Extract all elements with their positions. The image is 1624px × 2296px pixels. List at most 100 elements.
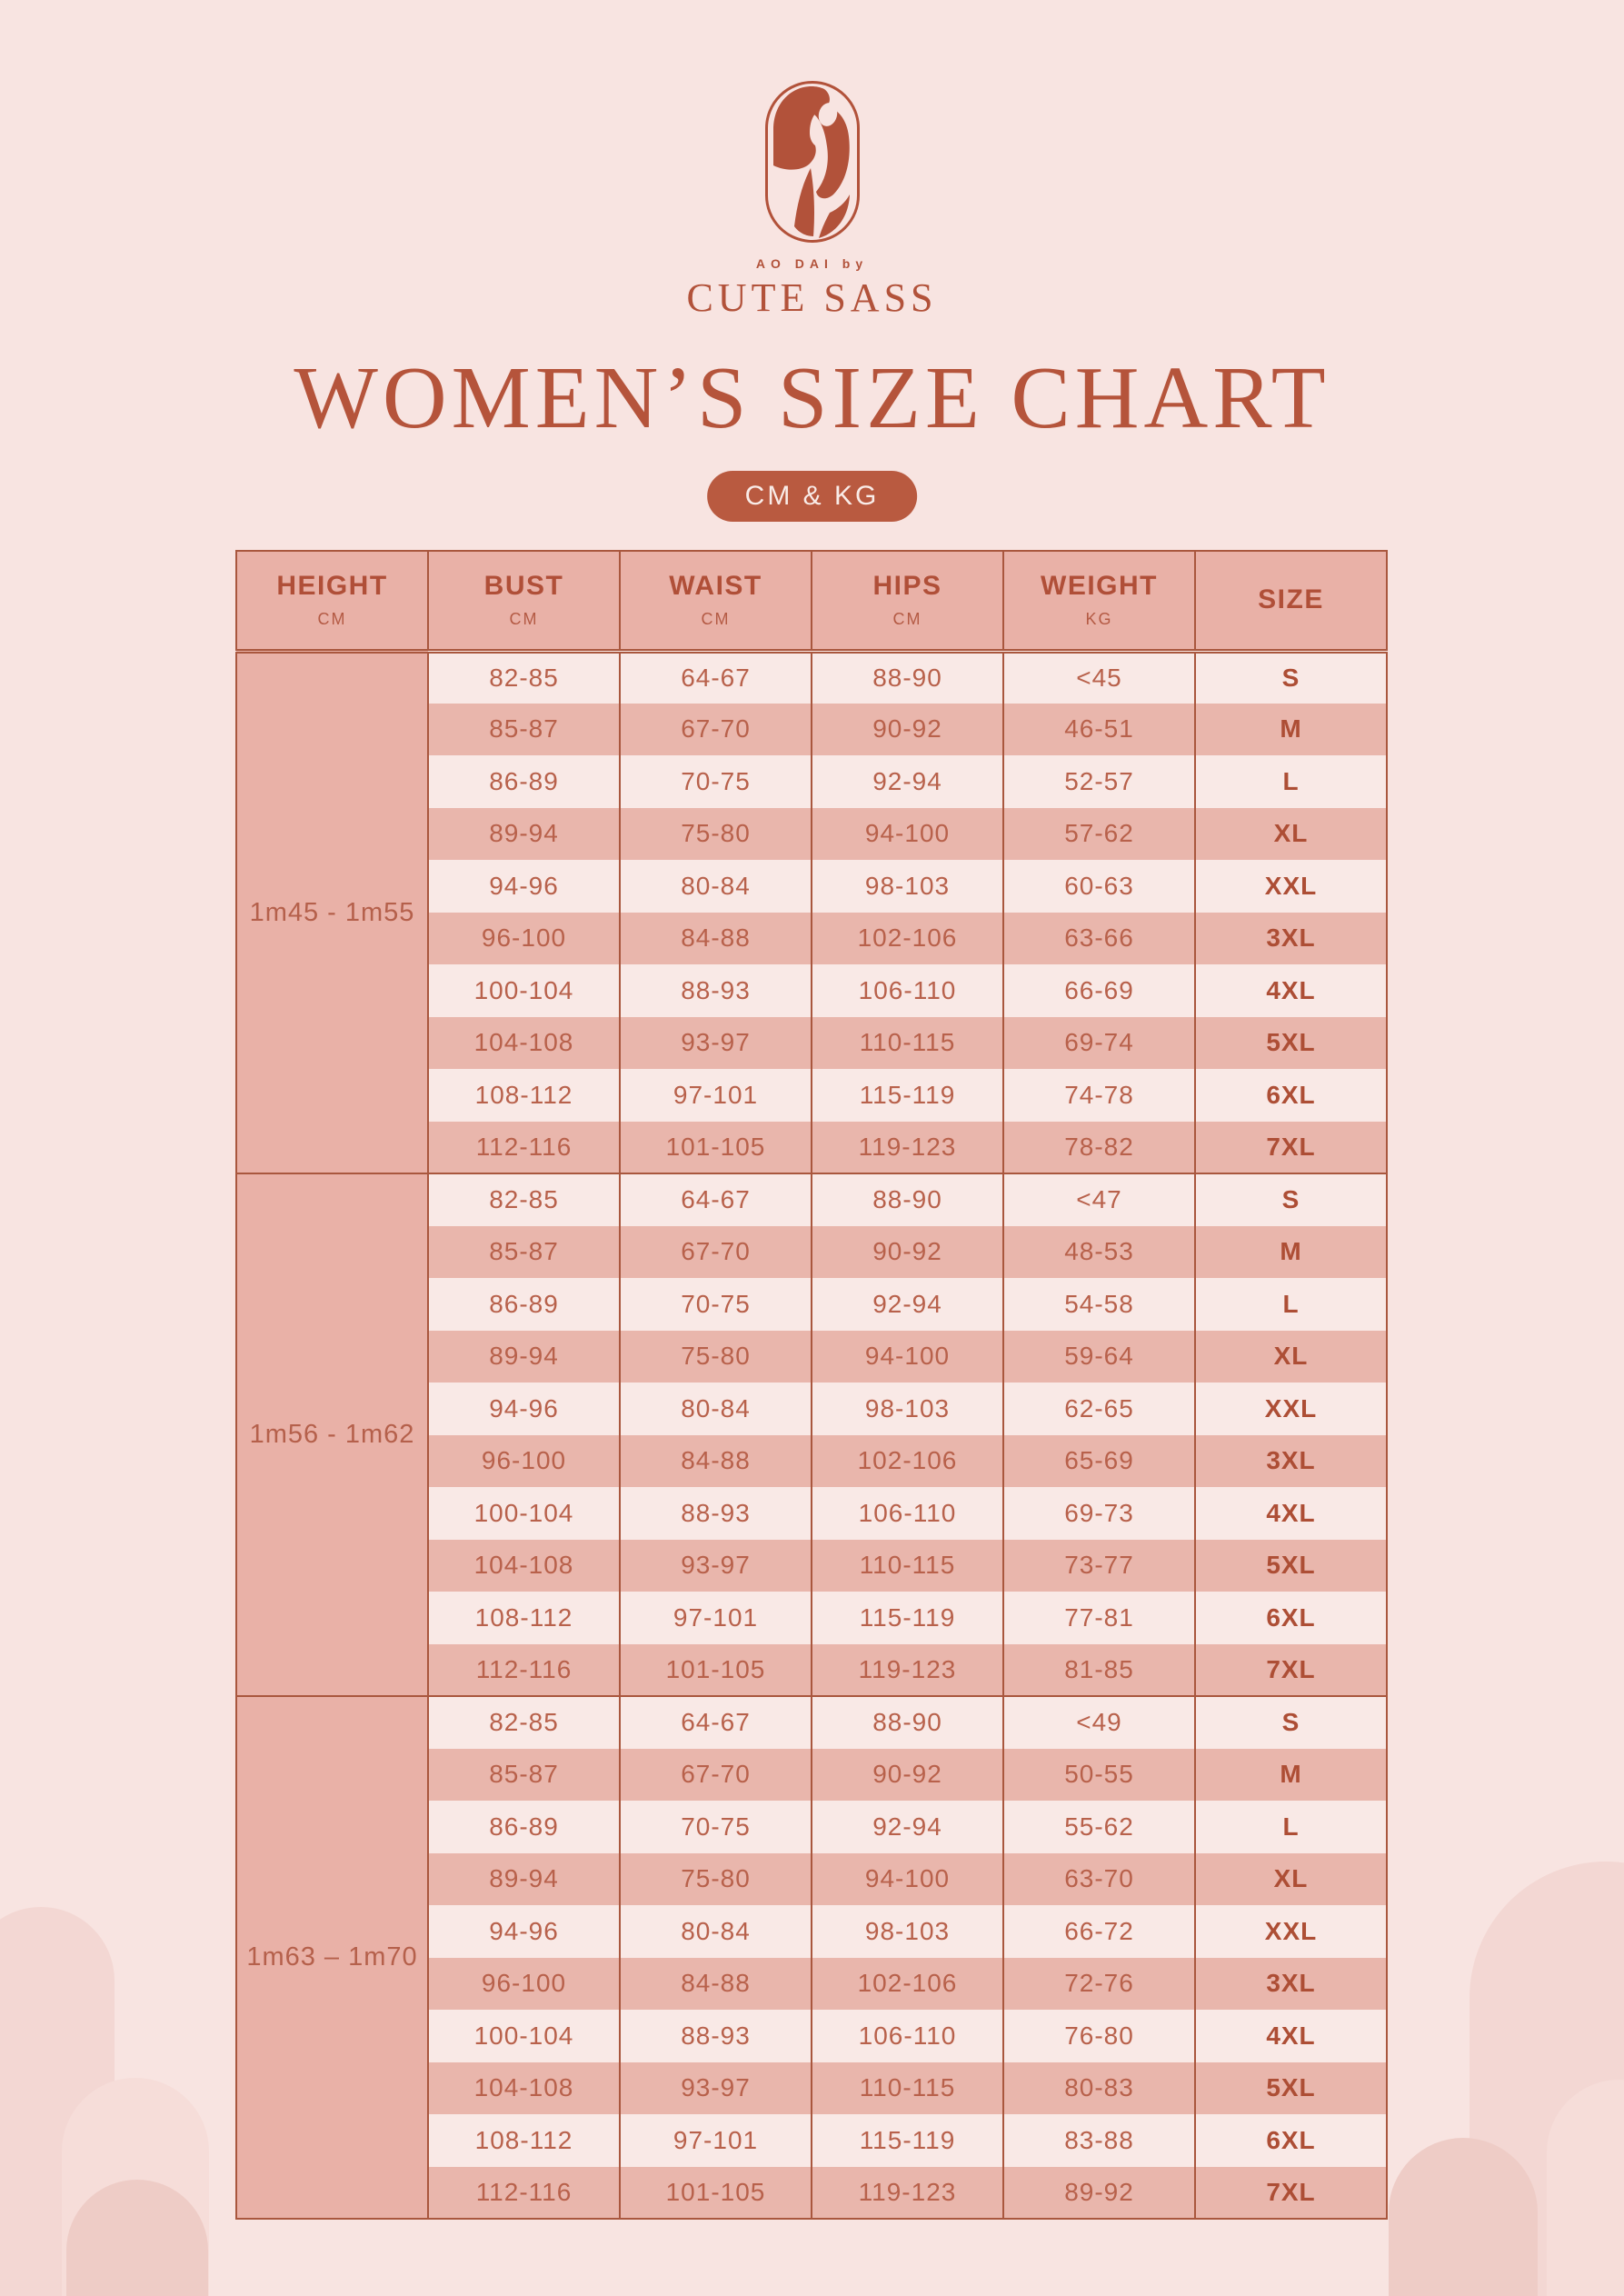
column-unit: CM xyxy=(509,610,539,629)
weight-cell: 80-83 xyxy=(1002,2061,1196,2114)
column-header-size: SIZE xyxy=(1194,551,1388,654)
weight-cell: 52-57 xyxy=(1002,755,1196,808)
bust-cell: 82-85 xyxy=(427,1173,621,1226)
size-cell: XL xyxy=(1194,807,1388,860)
waist-cell: 80-84 xyxy=(619,1383,812,1435)
hips-cell: 110-115 xyxy=(811,1539,1004,1592)
hips-cell: 115-119 xyxy=(811,1592,1004,1644)
table-row-size-4xl: 100-104 88-93 106-110 66-69 4XL xyxy=(236,964,1388,1017)
page-title: WOMEN’S SIZE CHART xyxy=(294,349,1330,447)
weight-cell: 72-76 xyxy=(1002,1957,1196,2010)
hips-cell: 88-90 xyxy=(811,1696,1004,1749)
bust-cell: 100-104 xyxy=(427,2010,621,2062)
table-row-size-6xl: 108-112 97-101 115-119 74-78 6XL xyxy=(236,1069,1388,1122)
size-cell: 6XL xyxy=(1194,2114,1388,2167)
size-cell: M xyxy=(1194,1225,1388,1278)
table-row-size-4xl: 100-104 88-93 106-110 69-73 4XL xyxy=(236,1487,1388,1540)
table-row-size-6xl: 108-112 97-101 115-119 83-88 6XL xyxy=(236,2114,1388,2167)
weight-cell: 63-66 xyxy=(1002,912,1196,964)
size-cell: S xyxy=(1194,651,1388,704)
size-cell: M xyxy=(1194,703,1388,755)
waist-cell: 64-67 xyxy=(619,1173,812,1226)
size-chart-table-wrap: HEIGHT CM BUST CM WAIST CM HIPS CM WEIGHT KG SIZE … xyxy=(235,550,1388,2220)
weight-cell: 48-53 xyxy=(1002,1225,1196,1278)
bust-cell: 94-96 xyxy=(427,1905,621,1958)
table-row-size-5xl: 104-108 93-97 110-115 80-83 5XL xyxy=(236,2061,1388,2114)
waist-cell: 70-75 xyxy=(619,1801,812,1853)
waist-cell: 88-93 xyxy=(619,1487,812,1540)
table-row-size-m: 85-87 67-70 90-92 46-51 M xyxy=(236,703,1388,755)
bust-cell: 100-104 xyxy=(427,964,621,1017)
size-cell: 7XL xyxy=(1194,1121,1388,1174)
waist-cell: 101-105 xyxy=(619,1121,812,1174)
table-row-size-7xl: 112-116 101-105 119-123 78-82 7XL xyxy=(236,1121,1388,1174)
table-row-size-s: 1m56 - 1m62 82-85 64-67 88-90 <47 S xyxy=(235,1173,1388,1697)
hips-cell: 90-92 xyxy=(811,1225,1004,1278)
hips-cell: 92-94 xyxy=(811,1278,1004,1331)
bust-cell: 104-108 xyxy=(427,1016,621,1069)
weight-cell: 66-72 xyxy=(1002,1905,1196,1958)
waist-cell: 80-84 xyxy=(619,1905,812,1958)
table-row-size-6xl: 108-112 97-101 115-119 77-81 6XL xyxy=(236,1592,1388,1644)
waist-cell: 84-88 xyxy=(619,1434,812,1487)
bust-cell: 96-100 xyxy=(427,1957,621,2010)
hips-cell: 115-119 xyxy=(811,1069,1004,1122)
height-range-cell: 1m63 – 1m70 xyxy=(235,1696,429,2220)
weight-cell: 89-92 xyxy=(1002,2166,1196,2220)
size-cell: 4XL xyxy=(1194,2010,1388,2062)
size-chart-table: HEIGHT CM BUST CM WAIST CM HIPS CM WEIGHT KG SIZE … xyxy=(235,550,1388,2220)
table-row-size-s: 1m45 - 1m55 82-85 64-67 88-90 <45 S xyxy=(235,651,1388,1174)
column-header-height: HEIGHT CM xyxy=(235,551,429,654)
size-cell: M xyxy=(1194,1748,1388,1801)
waist-cell: 101-105 xyxy=(619,1643,812,1697)
column-label: WAIST xyxy=(669,571,762,602)
bust-cell: 112-116 xyxy=(427,1121,621,1174)
hips-cell: 90-92 xyxy=(811,1748,1004,1801)
weight-cell: 63-70 xyxy=(1002,1852,1196,1905)
table-row-size-m: 85-87 67-70 90-92 50-55 M xyxy=(236,1748,1388,1801)
hips-cell: 98-103 xyxy=(811,860,1004,913)
brand-tagline: AO DAI by xyxy=(755,256,869,271)
table-row-size-3xl: 96-100 84-88 102-106 65-69 3XL xyxy=(236,1434,1388,1487)
table-row-size-5xl: 104-108 93-97 110-115 73-77 5XL xyxy=(236,1539,1388,1592)
weight-cell: 77-81 xyxy=(1002,1592,1196,1644)
waist-cell: 97-101 xyxy=(619,1592,812,1644)
waist-cell: 67-70 xyxy=(619,1748,812,1801)
weight-cell: 66-69 xyxy=(1002,964,1196,1017)
waist-cell: 101-105 xyxy=(619,2166,812,2220)
size-cell: 3XL xyxy=(1194,912,1388,964)
column-label: SIZE xyxy=(1258,584,1324,615)
table-row-size-xl: 89-94 75-80 94-100 63-70 XL xyxy=(236,1852,1388,1905)
bust-cell: 108-112 xyxy=(427,1069,621,1122)
header-row: HEIGHT CM BUST CM WAIST CM HIPS CM WEIGHT KG SIZE xyxy=(235,551,1388,654)
hips-cell: 110-115 xyxy=(811,2061,1004,2114)
size-cell: L xyxy=(1194,1278,1388,1331)
waist-cell: 64-67 xyxy=(619,1696,812,1749)
hips-cell: 92-94 xyxy=(811,1801,1004,1853)
table-row-size-m: 85-87 67-70 90-92 48-53 M xyxy=(236,1225,1388,1278)
table-row-size-3xl: 96-100 84-88 102-106 63-66 3XL xyxy=(236,912,1388,964)
table-row-size-l: 86-89 70-75 92-94 52-57 L xyxy=(236,755,1388,808)
bust-cell: 82-85 xyxy=(427,1696,621,1749)
size-cell: XL xyxy=(1194,1330,1388,1383)
weight-cell: 83-88 xyxy=(1002,2114,1196,2167)
size-cell: 5XL xyxy=(1194,2061,1388,2114)
hips-cell: 106-110 xyxy=(811,964,1004,1017)
column-unit: CM xyxy=(701,610,731,629)
weight-cell: <49 xyxy=(1002,1696,1196,1749)
table-row-size-3xl: 96-100 84-88 102-106 72-76 3XL xyxy=(236,1957,1388,2010)
hips-cell: 88-90 xyxy=(811,651,1004,704)
table-row-size-s: 1m63 – 1m70 82-85 64-67 88-90 <49 S xyxy=(235,1696,1388,2220)
table-row-size-5xl: 104-108 93-97 110-115 69-74 5XL xyxy=(236,1016,1388,1069)
size-cell: 4XL xyxy=(1194,964,1388,1017)
waist-cell: 64-67 xyxy=(619,651,812,704)
table-row-size-xl: 89-94 75-80 94-100 59-64 XL xyxy=(236,1330,1388,1383)
bust-cell: 94-96 xyxy=(427,860,621,913)
column-label: HIPS xyxy=(872,571,942,602)
size-cell: 7XL xyxy=(1194,1643,1388,1697)
bust-cell: 100-104 xyxy=(427,1487,621,1540)
size-cell: 5XL xyxy=(1194,1539,1388,1592)
size-cell: L xyxy=(1194,755,1388,808)
weight-cell: 74-78 xyxy=(1002,1069,1196,1122)
